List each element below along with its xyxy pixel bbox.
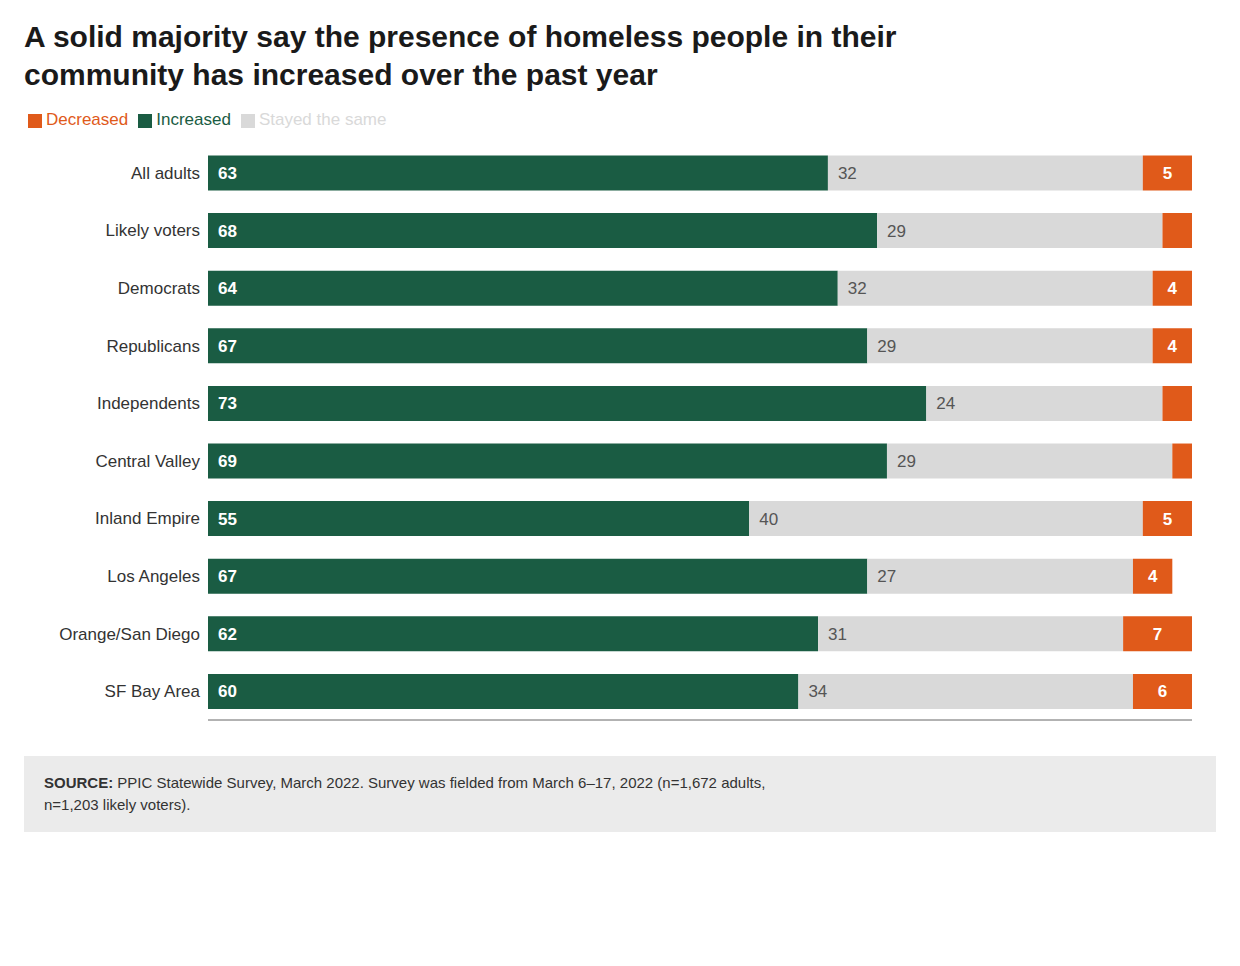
svg-text:Likely voters: Likely voters [106, 221, 200, 240]
svg-text:29: 29 [897, 452, 916, 471]
svg-text:Independents: Independents [97, 394, 200, 413]
svg-text:67: 67 [218, 567, 237, 586]
svg-text:4: 4 [1168, 337, 1178, 356]
svg-text:Democrats: Democrats [118, 279, 200, 298]
svg-text:6: 6 [1158, 682, 1167, 701]
svg-text:63: 63 [218, 164, 237, 183]
html-text:SOURCE: PPIC Statewide Survey,: SOURCE: PPIC Statewide Survey, March 202… [44, 774, 766, 813]
html-text:Stayed the same: Stayed the same [258, 110, 387, 129]
svg-text:Inland Empire: Inland Empire [95, 509, 200, 528]
html-text:Increased: Increased [156, 110, 231, 129]
svg-text:60: 60 [218, 682, 237, 701]
svg-text:27: 27 [877, 567, 896, 586]
html-text:A solid majority say the prese: A solid majority say the presence of hom… [24, 20, 897, 53]
svg-text:29: 29 [877, 337, 896, 356]
svg-text:Los Angeles: Los Angeles [107, 567, 200, 586]
svg-text:SF Bay Area: SF Bay Area [105, 682, 201, 701]
svg-text:7: 7 [1153, 625, 1162, 644]
svg-text:24: 24 [936, 394, 955, 413]
svg-text:4: 4 [1148, 567, 1158, 586]
svg-text:All adults: All adults [131, 164, 200, 183]
svg-text:62: 62 [218, 625, 237, 644]
svg-text:73: 73 [218, 394, 237, 413]
svg-text:32: 32 [848, 279, 867, 298]
svg-text:55: 55 [218, 510, 237, 529]
svg-text:67: 67 [218, 337, 237, 356]
html-text:Decreased: Decreased [46, 110, 129, 129]
svg-text:69: 69 [218, 452, 237, 471]
svg-text:64: 64 [218, 279, 237, 298]
svg-text:31: 31 [828, 625, 847, 644]
html-text:community has increased over t: community has increased over the past ye… [24, 58, 658, 91]
svg-text:Republicans: Republicans [106, 337, 200, 356]
svg-text:34: 34 [808, 682, 827, 701]
svg-text:5: 5 [1163, 510, 1172, 529]
svg-text:32: 32 [838, 164, 857, 183]
svg-text:4: 4 [1168, 279, 1178, 298]
svg-text:Orange/San Diego: Orange/San Diego [59, 625, 200, 644]
svg-text:29: 29 [887, 222, 906, 241]
svg-text:5: 5 [1163, 164, 1172, 183]
svg-text:40: 40 [759, 510, 778, 529]
svg-text:68: 68 [218, 222, 237, 241]
svg-text:Central Valley: Central Valley [95, 452, 200, 471]
